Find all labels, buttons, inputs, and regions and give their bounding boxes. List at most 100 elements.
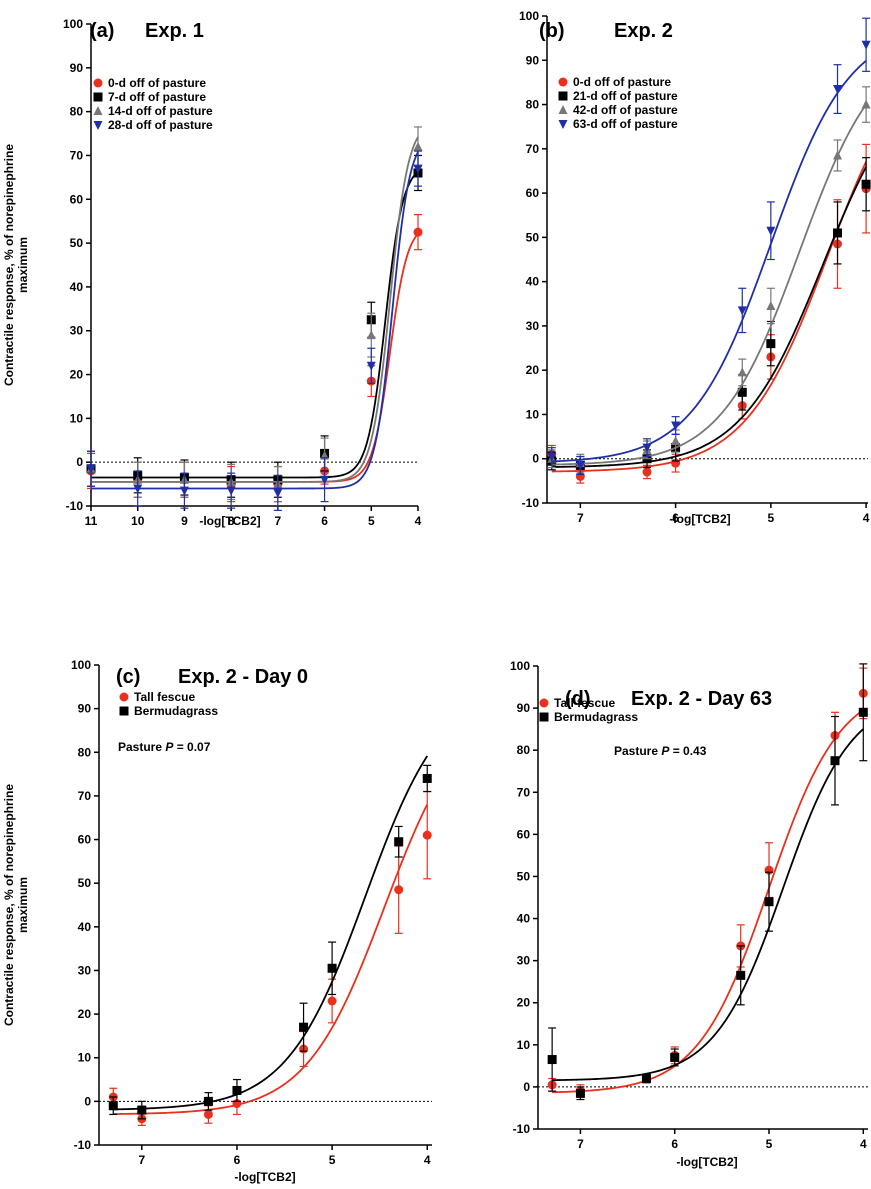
panel-c-legend-label: Bermudagrass xyxy=(134,704,218,718)
panel-a-legend-label: 28-d off of pasture xyxy=(108,118,213,132)
panel-a-x-axis-title: -log[TCB2] xyxy=(199,514,260,528)
panel-c-series-2 xyxy=(108,755,432,1120)
panel-c-fit-curve xyxy=(113,803,429,1115)
panel-d-y-tick-label: 60 xyxy=(517,827,531,841)
panel-d-y-tick-label: 20 xyxy=(517,996,531,1010)
panel-b-data-point xyxy=(861,99,871,109)
panel-c-y-tick-label: 90 xyxy=(78,702,92,716)
panel-b-fit-curve xyxy=(551,60,867,463)
panel-a-x-tick-label: 5 xyxy=(368,514,375,528)
panel-a-data-point xyxy=(413,227,423,237)
panel-c-plot-background xyxy=(99,665,432,1145)
panel-a-y-axis-title: Contractile response, % of norepinephrin… xyxy=(2,144,30,386)
panel-a-x-tick-label: 8 xyxy=(228,514,235,528)
panel-a-y-tick-label: 30 xyxy=(70,324,84,338)
panel-b-y-tick-label: 50 xyxy=(526,230,540,244)
panel-d-data-point xyxy=(641,1073,651,1083)
panel-a-y-tick-label: 70 xyxy=(70,148,84,162)
panel-a-legend-label: 14-d off of pasture xyxy=(108,104,213,118)
panel-c-y-tick-label: 70 xyxy=(78,789,92,803)
panel-b-data-point xyxy=(737,387,747,397)
panel-c-label: (c) xyxy=(116,666,140,688)
panel-a-data-point xyxy=(273,488,283,498)
panel-d-title: Exp. 2 - Day 63 xyxy=(631,688,772,710)
panel-c-data-point xyxy=(394,885,404,895)
panel-d-x-tick-label: 4 xyxy=(860,1137,867,1151)
panel-c-y-tick-label: 0 xyxy=(84,1094,91,1108)
panel-d-y-tick-label: 0 xyxy=(523,1080,530,1094)
panel-c-y-tick-label: 10 xyxy=(78,1051,92,1065)
panel-a-data-point xyxy=(413,141,423,151)
panel-d-data-point xyxy=(547,1055,557,1065)
panel-b-y-tick-label: 40 xyxy=(526,275,540,289)
panel-a-data-point xyxy=(179,486,189,496)
panel-c-legend-label: Tall fescue xyxy=(134,690,195,704)
panel-b-y-tick-label: 60 xyxy=(526,186,540,200)
panel-c-data-point xyxy=(108,1101,118,1111)
panel-a-legend-marker xyxy=(93,78,103,88)
panel-b-data-point xyxy=(671,421,681,431)
panel-b-x-axis-title: -log[TCB2] xyxy=(669,512,730,526)
panel-d-y-tick-label: 70 xyxy=(517,785,531,799)
panel-d-y-tick-label: 100 xyxy=(510,659,530,673)
panel-a-x-tick-label: 11 xyxy=(85,514,98,528)
panel-d-y-tick-label: 10 xyxy=(517,1038,531,1052)
panel-c-legend-marker xyxy=(119,706,129,716)
panel-d-legend-label: Tall fescue xyxy=(554,696,615,710)
panel-c-y-tick-label: 30 xyxy=(78,963,92,977)
panel-b-data-point xyxy=(833,228,843,238)
panel-a-data-point xyxy=(366,330,376,340)
panel-d-fit-curve xyxy=(552,709,864,1094)
panel-a-data-point xyxy=(366,361,376,371)
panel-d-plot-background xyxy=(538,666,868,1129)
panel-d-y-tick-label: 50 xyxy=(517,869,531,883)
panel-c-x-tick-label: 4 xyxy=(424,1153,431,1167)
panel-c-x-tick-label: 6 xyxy=(234,1153,241,1167)
panel-b-title: Exp. 2 xyxy=(614,20,673,42)
panel-b-legend-marker xyxy=(558,105,568,114)
panel-a-legend-label: 7-d off of pasture xyxy=(108,90,206,104)
panel-b-fit-curve xyxy=(551,166,867,468)
panel-a-data-point xyxy=(413,164,423,174)
panel-b-y-tick-label: 100 xyxy=(519,9,539,23)
panel-b-y-tick-label: 20 xyxy=(526,363,540,377)
panel-c-y-tick-label: -10 xyxy=(74,1138,92,1152)
panel-a-fit-curve xyxy=(91,136,419,483)
panel-a-y-tick-label: 60 xyxy=(70,192,84,206)
panel-b-y-tick-label: 80 xyxy=(526,98,540,112)
panel-d-label: (d) xyxy=(565,688,591,710)
panel-c-data-point xyxy=(203,1109,213,1119)
panel-a: (a) Exp. 1 -10 0 10 20 30 40 50 60 70 80 90 100 11 10… xyxy=(2,17,423,528)
panel-c-title: Exp. 2 - Day 0 xyxy=(178,666,308,688)
panel-b-data-point xyxy=(575,461,585,471)
panel-a-y-tick-label: 0 xyxy=(76,455,83,469)
panel-d-y-tick-label: 40 xyxy=(517,912,531,926)
panel-d-y-tick-label: 80 xyxy=(517,743,531,757)
panel-d-x-tick-label: 5 xyxy=(766,1137,773,1151)
panel-b-data-point xyxy=(833,85,843,95)
panel-b-legend-label: 63-d off of pasture xyxy=(573,117,678,131)
panel-b-y-tick-label: 10 xyxy=(526,407,540,421)
panel-a-series-4 xyxy=(86,150,423,511)
panel-a-fit-curve xyxy=(91,171,419,479)
panel-b-legend-label: 42-d off of pasture xyxy=(573,103,678,117)
panel-d-fit-curve xyxy=(552,728,864,1082)
panel-c-data-point xyxy=(137,1105,147,1115)
panel-c-fit-curve xyxy=(113,755,429,1111)
panel-b-plot-background xyxy=(547,16,868,503)
panel-a-y-tick-label: -10 xyxy=(66,499,84,513)
panel-b-legend-label: 21-d off of pasture xyxy=(573,89,678,103)
panel-b-data-point xyxy=(861,179,871,189)
panel-b-data-point xyxy=(861,40,871,50)
panel-a-data-point xyxy=(320,475,330,485)
panel-b-legend-label: 0-d off of pasture xyxy=(573,75,671,89)
panel-c-data-point xyxy=(394,837,404,847)
panel-b-legend-marker xyxy=(558,120,568,129)
panel-c-y-tick-label: 50 xyxy=(78,876,92,890)
panel-a-title: Exp. 1 xyxy=(145,20,204,42)
panel-a-x-tick-label: 4 xyxy=(415,514,422,528)
panel-a-data-point xyxy=(133,484,143,494)
panel-b-data-point xyxy=(671,436,681,446)
panel-a-data-point xyxy=(226,486,236,496)
